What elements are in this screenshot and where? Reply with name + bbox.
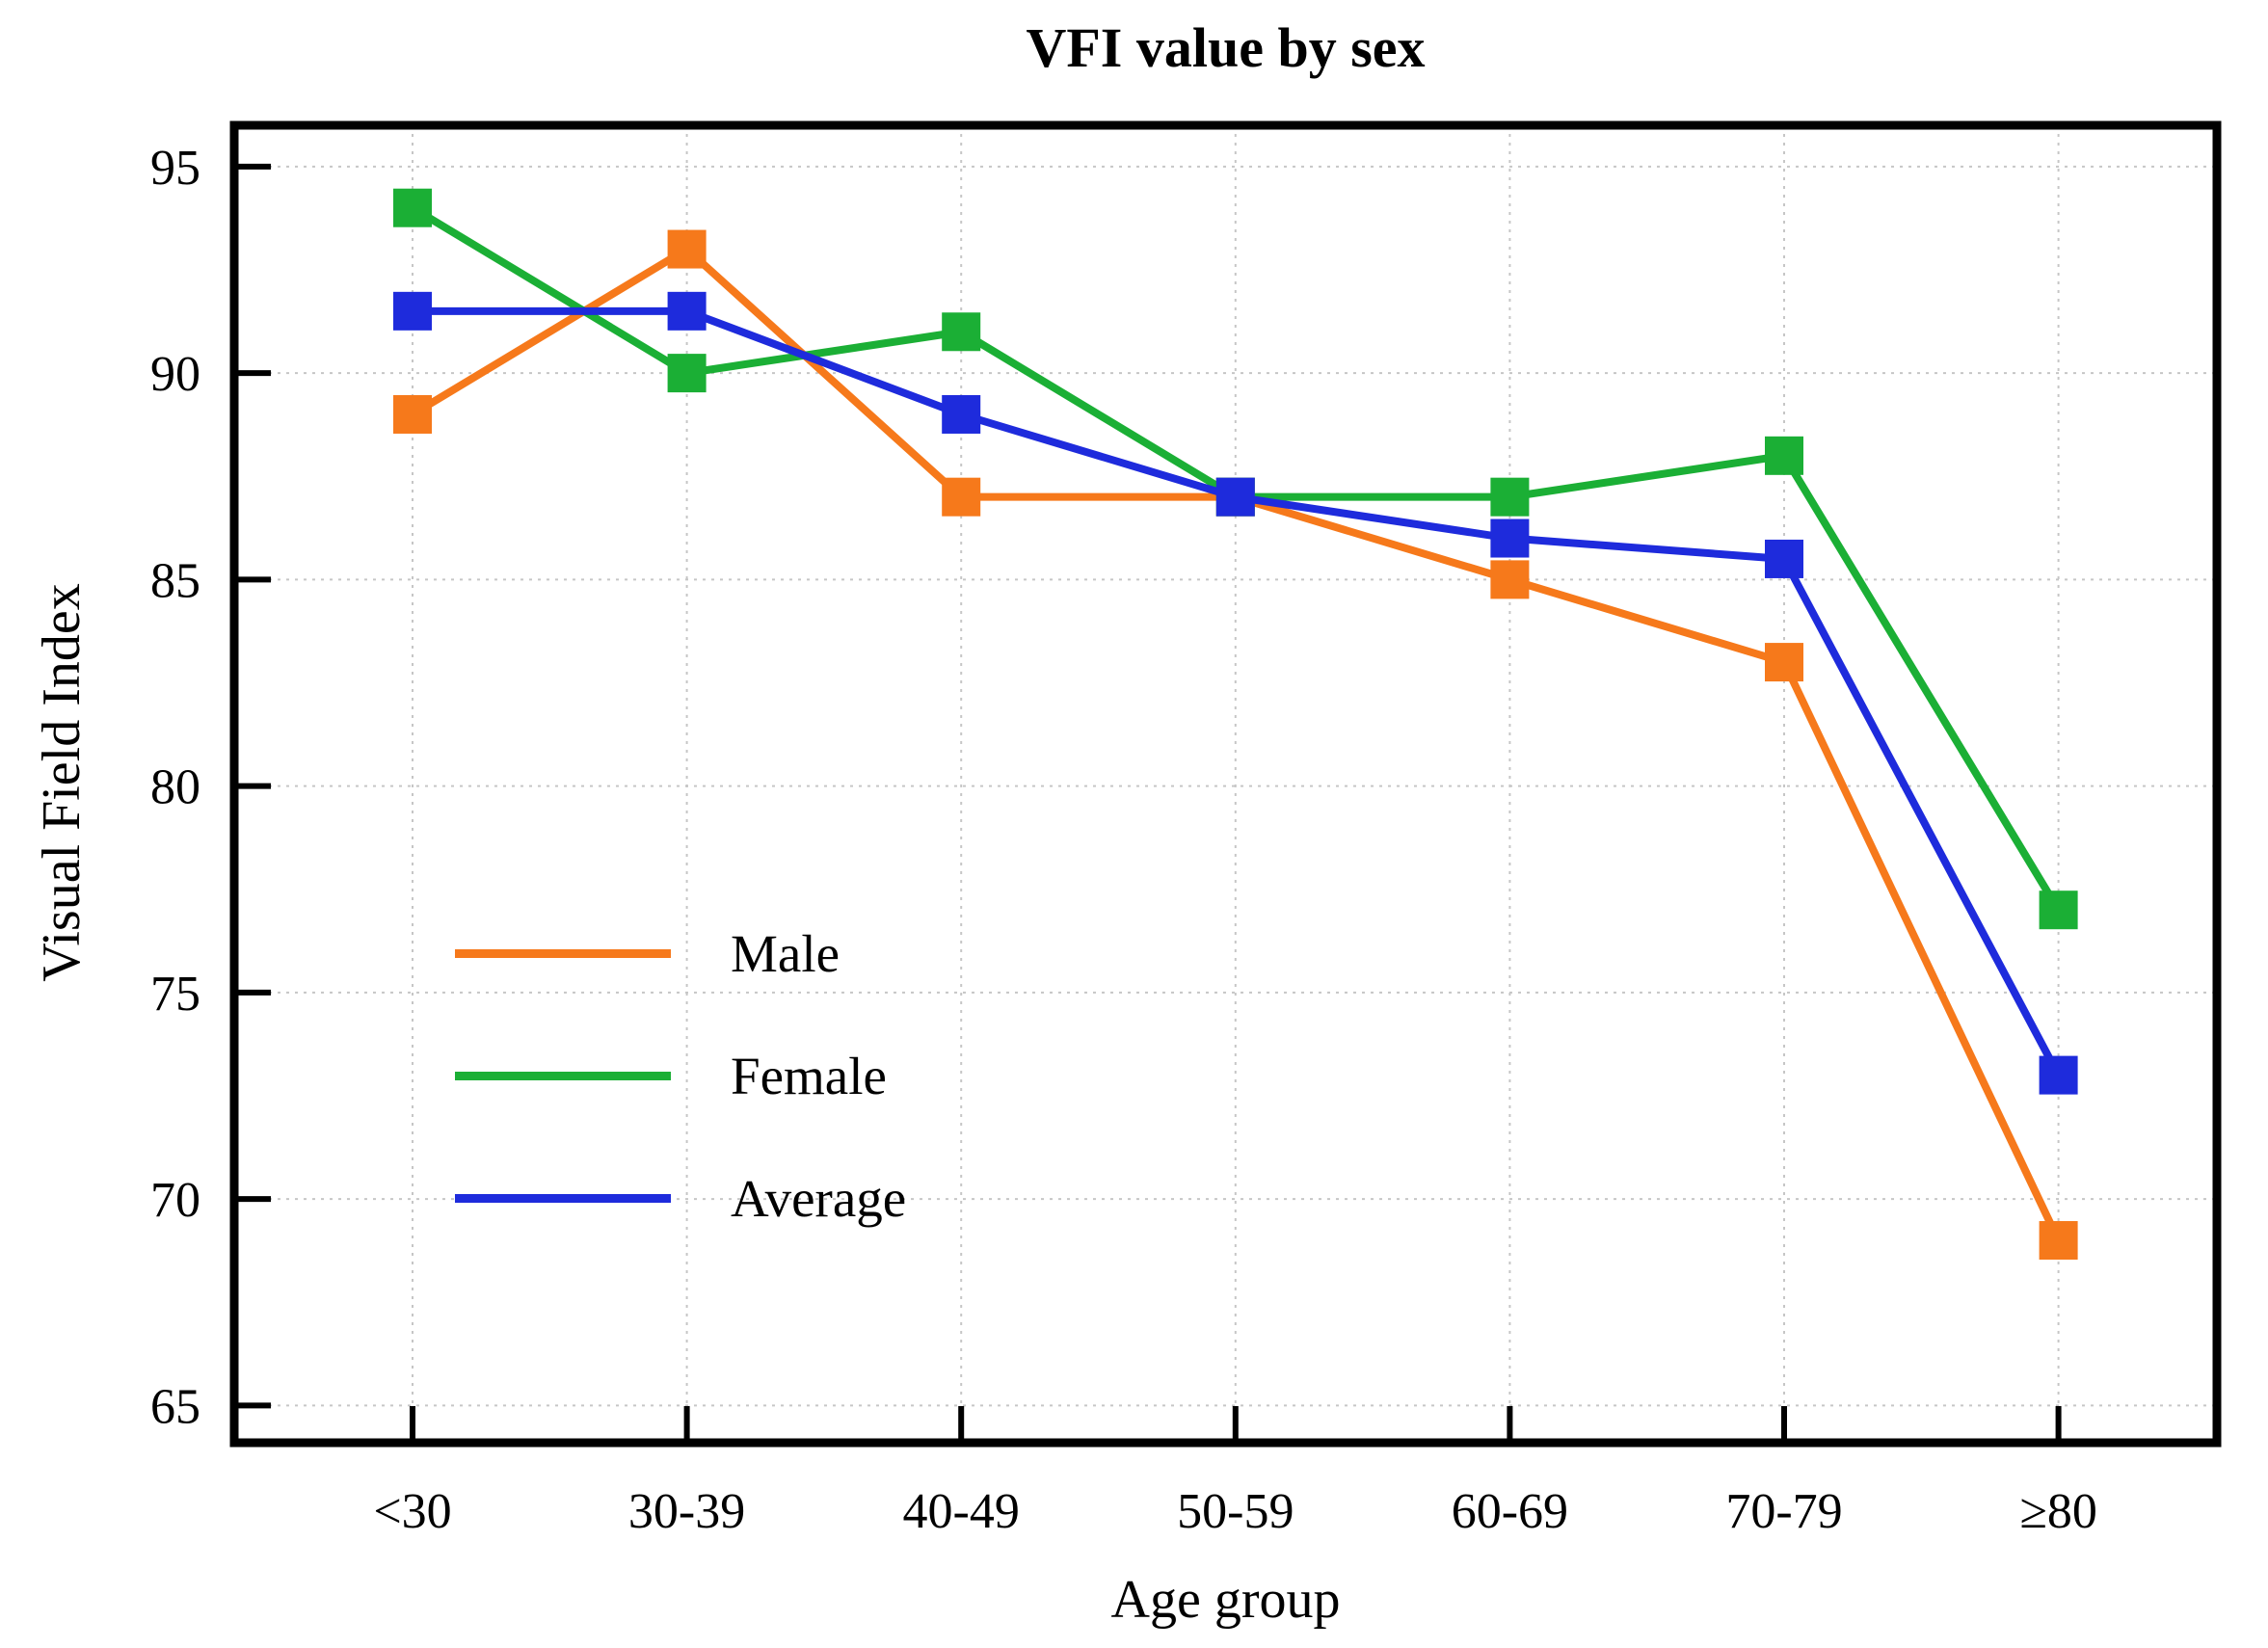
data-point-marker <box>2039 1221 2078 1261</box>
x-tick-label: 40-49 <box>903 1484 1020 1539</box>
legend: Male Female Average <box>455 923 907 1228</box>
data-point-marker <box>393 291 432 331</box>
x-tick-label: 30-39 <box>628 1484 745 1539</box>
gridlines <box>234 125 2217 1443</box>
x-tick-label: <30 <box>373 1484 451 1539</box>
legend-label-female: Female <box>731 1046 887 1105</box>
data-point-marker <box>1765 643 1803 682</box>
data-point-marker <box>942 477 981 517</box>
x-tick-label: ≥80 <box>2019 1484 2097 1539</box>
legend-row-average: Average <box>455 1168 907 1228</box>
y-tick-label: 85 <box>150 553 200 608</box>
y-tick-label: 65 <box>150 1379 200 1434</box>
y-tick-label: 90 <box>150 347 200 402</box>
series-average <box>393 291 2078 1095</box>
data-point-marker <box>393 394 432 434</box>
legend-line-average <box>455 1193 671 1203</box>
y-tick-labels: 95 90 85 80 75 70 65 <box>150 141 200 1435</box>
data-point-marker <box>942 394 981 434</box>
y-tick-label: 80 <box>150 760 200 815</box>
x-tick-label: 50-59 <box>1177 1484 1294 1539</box>
x-tick-label: 70-79 <box>1725 1484 1842 1539</box>
data-point-marker <box>1490 477 1530 517</box>
data-point-marker <box>1215 477 1255 517</box>
data-point-marker <box>2039 1055 2078 1095</box>
legend-label-male: Male <box>731 923 840 983</box>
y-tick-label: 70 <box>150 1173 200 1228</box>
data-point-marker <box>667 354 707 393</box>
y-tick-label: 75 <box>150 967 200 1022</box>
data-point-marker <box>942 312 981 352</box>
data-point-marker <box>1765 436 1803 475</box>
x-tick-labels: <30 30-39 40-49 50-59 60-69 70-79 ≥80 <box>373 1484 2097 1539</box>
data-point-marker <box>667 229 707 269</box>
y-tick-label: 95 <box>150 141 200 196</box>
x-tick-label: 60-69 <box>1452 1484 1568 1539</box>
legend-label-average: Average <box>731 1168 907 1228</box>
data-point-marker <box>2039 890 2078 930</box>
legend-line-male <box>455 948 671 958</box>
data-point-marker <box>1490 518 1530 558</box>
data-point-marker <box>667 291 707 331</box>
data-point-marker <box>1490 560 1530 599</box>
x-axis-label: Age group <box>1110 1570 1341 1630</box>
legend-row-female: Female <box>455 1046 906 1105</box>
tick-marks <box>234 163 2062 1443</box>
data-point-marker <box>1765 539 1803 578</box>
chart-title: VFI value by sex <box>1026 16 1426 79</box>
y-axis-label: Visual Field Index <box>32 583 92 982</box>
legend-line-female <box>455 1071 671 1080</box>
plot-frame <box>229 120 2222 1448</box>
legend-row-male: Male <box>455 923 906 983</box>
data-point-marker <box>393 188 432 227</box>
